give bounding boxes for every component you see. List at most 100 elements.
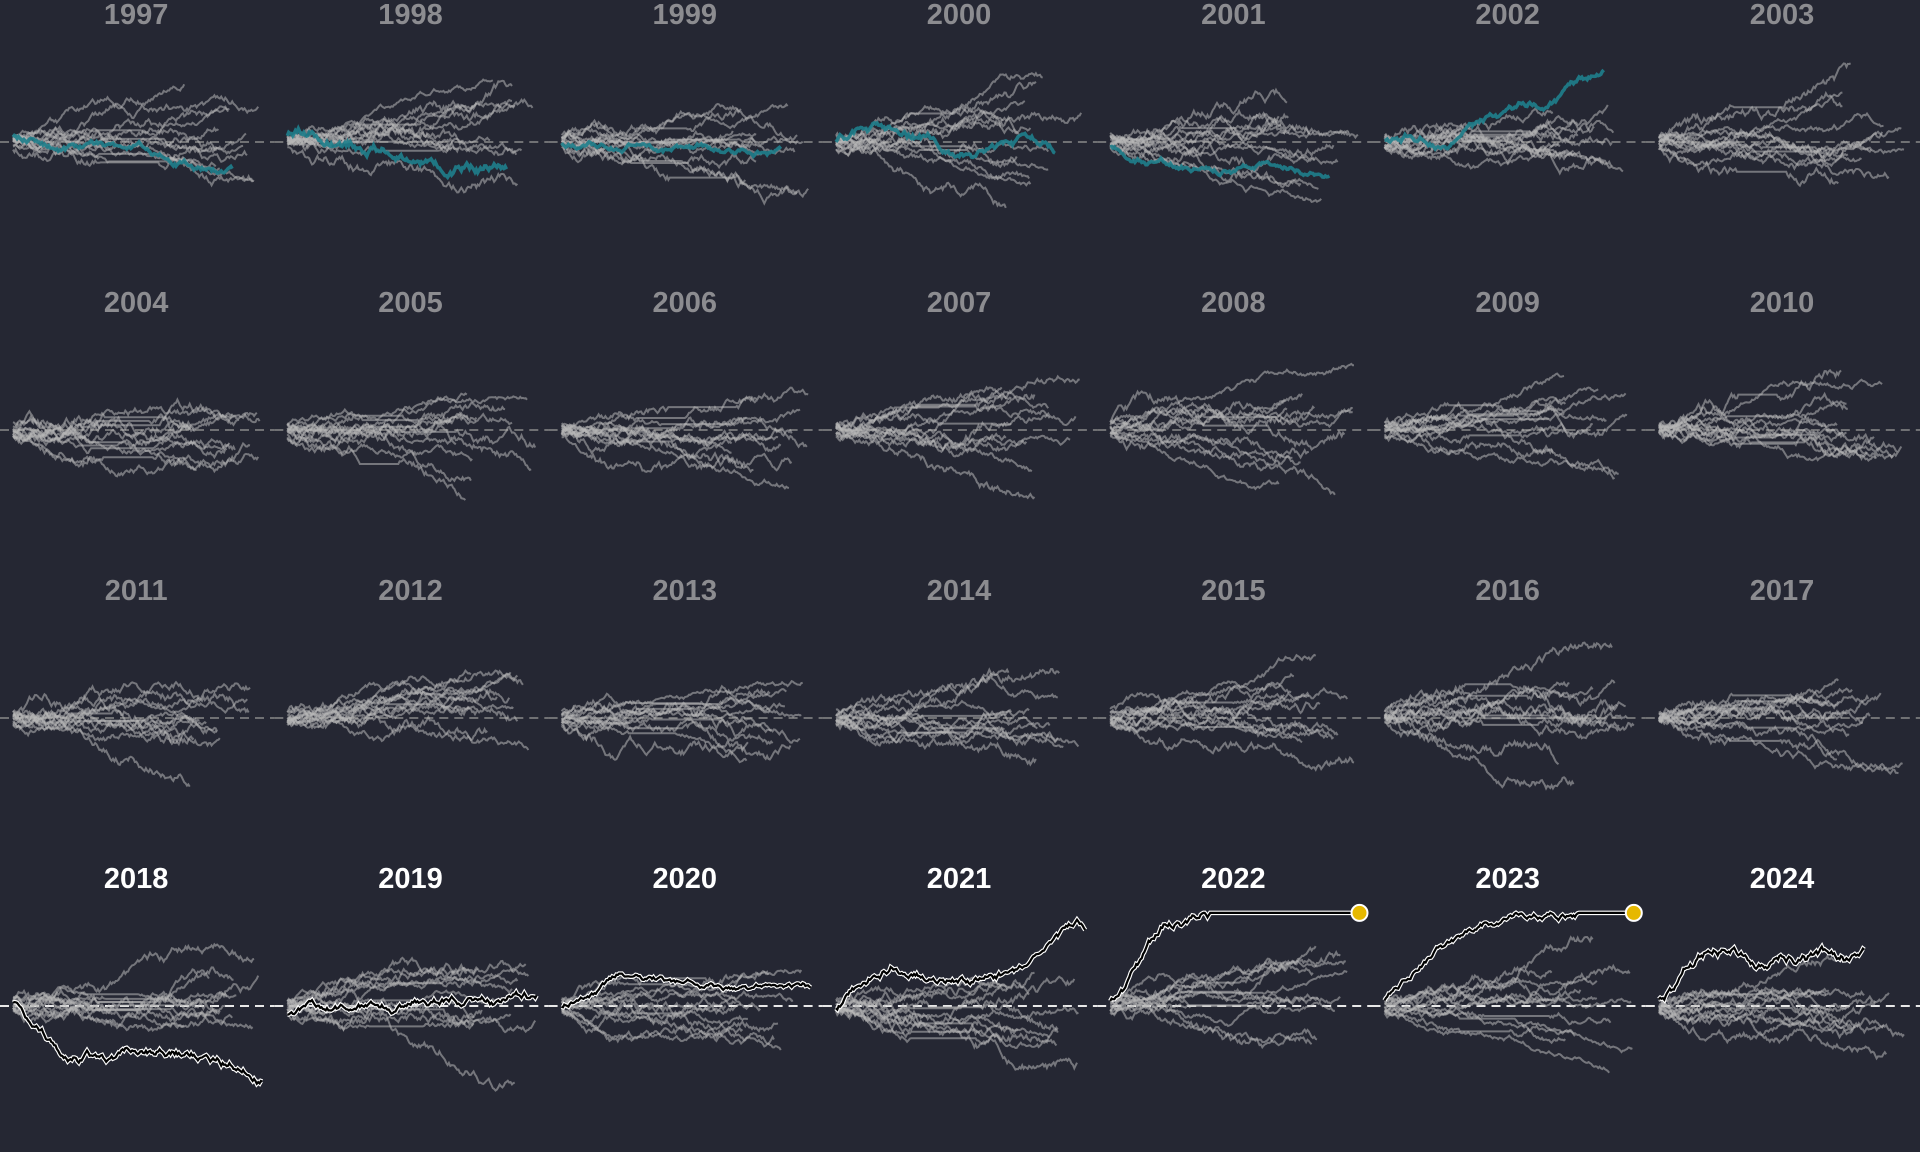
year-label-2020: 2020 (652, 863, 717, 895)
context-line (1109, 686, 1349, 726)
context-line (1383, 415, 1550, 434)
context-line (1109, 969, 1348, 1011)
context-line (1383, 1009, 1566, 1045)
context-line (1109, 991, 1276, 1006)
context-line (561, 1009, 748, 1036)
context-line (1658, 140, 1905, 155)
context-line (1109, 430, 1309, 463)
focus-line-2022 (1109, 911, 1360, 1002)
context-line (560, 990, 761, 1012)
panel-2013: 2013 (548, 575, 823, 764)
context-line (12, 709, 191, 788)
panel-2000: 2000 (822, 0, 1098, 209)
context-line (1384, 1002, 1633, 1054)
context-line (12, 421, 236, 452)
context-line (1658, 987, 1825, 1015)
focus-line-outline-2022 (1108, 910, 1360, 1003)
panel-2015: 2015 (1097, 575, 1372, 772)
context-line (287, 146, 519, 194)
context-line (12, 425, 231, 455)
context-line (1657, 694, 1871, 725)
context-line (12, 433, 251, 469)
context-line (835, 133, 1018, 169)
context-line (12, 105, 229, 144)
context-line (1383, 679, 1616, 713)
context-line (286, 78, 494, 146)
context-line (1383, 986, 1550, 1006)
panel-2006: 2006 (548, 287, 823, 490)
context-line (835, 430, 1036, 500)
panel-2010: 2010 (1645, 287, 1920, 463)
context-line (286, 392, 468, 426)
context-line (1658, 421, 1878, 463)
context-line (286, 687, 511, 717)
context-line (286, 431, 467, 501)
context-line (835, 720, 1037, 767)
context-line (1658, 719, 1903, 772)
highlight-series-1997 (11, 133, 234, 176)
context-line (560, 679, 803, 719)
context-line (1383, 1008, 1610, 1074)
context-line (1383, 125, 1579, 147)
year-label-2014: 2014 (927, 575, 992, 607)
year-label-2017: 2017 (1750, 575, 1815, 607)
context-line (561, 386, 809, 435)
context-line (1109, 136, 1339, 166)
panel-1997: 1997 (0, 0, 275, 188)
year-label-2011: 2011 (105, 575, 168, 607)
focus-line-2018 (12, 1000, 263, 1086)
context-line (560, 724, 792, 761)
context-line (1383, 641, 1613, 720)
panel-2014: 2014 (822, 575, 1098, 767)
panel-2023: 2023 (1371, 863, 1646, 1074)
context-line (1383, 685, 1586, 723)
context-line (561, 433, 754, 474)
panel-2001: 2001 (1097, 0, 1372, 204)
context-line (1384, 976, 1598, 1009)
context-line (286, 411, 470, 446)
context-line (560, 719, 748, 764)
year-label-2006: 2006 (652, 287, 717, 319)
panel-2012: 2012 (274, 575, 549, 751)
context-line (1383, 144, 1624, 173)
context-line (835, 991, 1030, 1014)
panel-2016: 2016 (1371, 575, 1646, 791)
context-line (286, 692, 514, 717)
context-line (1109, 681, 1292, 718)
context-line (12, 975, 260, 1022)
context-line (1658, 988, 1827, 1015)
context-line (1658, 991, 1876, 1017)
context-line (561, 1003, 744, 1035)
context-line (1109, 431, 1293, 459)
context-line (1109, 398, 1287, 435)
panel-2004: 2004 (0, 287, 275, 478)
context-line (1658, 678, 1839, 717)
panel-2009: 2009 (1371, 287, 1646, 480)
context-line (12, 411, 233, 439)
year-label-2002: 2002 (1475, 0, 1540, 31)
context-line (12, 411, 240, 432)
context-line (1383, 963, 1631, 1012)
context-line (835, 411, 1077, 438)
context-line (1383, 698, 1619, 738)
year-label-2024: 2024 (1750, 863, 1815, 895)
end-marker-2023 (1624, 903, 1643, 922)
year-label-2000: 2000 (927, 0, 992, 31)
year-label-2007: 2007 (927, 287, 992, 319)
context-line (560, 997, 727, 1031)
context-line (835, 717, 1080, 748)
context-line (1658, 986, 1865, 1015)
context-line (1658, 144, 1839, 188)
context-line (834, 667, 1060, 726)
context-line (561, 423, 779, 444)
highlight-series-2001 (1109, 144, 1331, 179)
context-line (1383, 401, 1628, 440)
context-line (12, 83, 186, 155)
context-line (12, 93, 260, 146)
context-line (560, 974, 743, 1004)
context-line (1109, 134, 1302, 189)
panel-2020: 2020 (548, 863, 823, 1051)
panel-2018: 2018 (0, 863, 275, 1088)
context-line (835, 1002, 1050, 1038)
